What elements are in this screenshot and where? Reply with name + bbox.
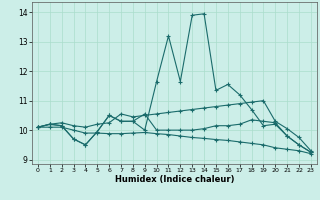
X-axis label: Humidex (Indice chaleur): Humidex (Indice chaleur)	[115, 175, 234, 184]
